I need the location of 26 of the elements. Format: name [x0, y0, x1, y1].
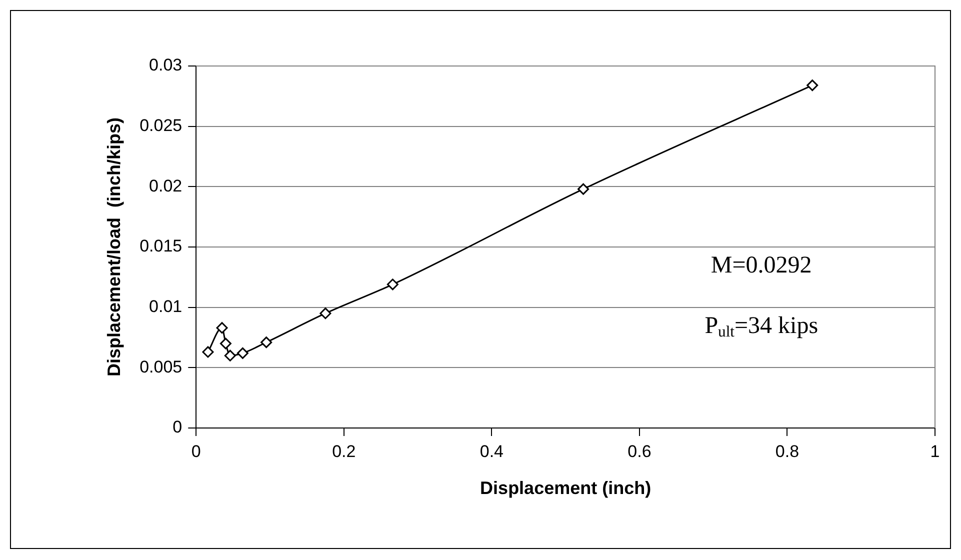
point [386, 278, 398, 290]
y-tick-label: 0.03 [149, 56, 182, 75]
x-tick-label: 0.6 [628, 442, 652, 461]
point [202, 346, 214, 358]
y-tick-label: 0 [172, 418, 182, 437]
x-tick-label: 0.4 [480, 442, 504, 461]
x-tick-label: 0 [191, 442, 201, 461]
y-tick-label: 0.01 [149, 297, 182, 316]
x-axis-title: Displacement (inch) [480, 478, 652, 498]
point [216, 322, 228, 334]
annotation: M=0.0292 [710, 252, 812, 278]
point [806, 80, 818, 92]
y-tick-label: 0.025 [140, 116, 182, 136]
x-tick-label: 1 [930, 442, 940, 461]
point [578, 183, 590, 195]
y-axis-title: Displacement/load (inch/kips) [104, 117, 124, 377]
y-tick-label: 0.005 [140, 357, 182, 376]
point [236, 347, 248, 359]
point [224, 350, 236, 362]
point [320, 308, 332, 320]
x-tick-label: 0.8 [775, 442, 800, 461]
x-tick-label: 0.2 [332, 442, 356, 461]
y-tick-label: 0.02 [149, 176, 182, 196]
point [260, 336, 272, 348]
y-tick-label: 0.015 [140, 236, 182, 256]
point [220, 338, 232, 350]
